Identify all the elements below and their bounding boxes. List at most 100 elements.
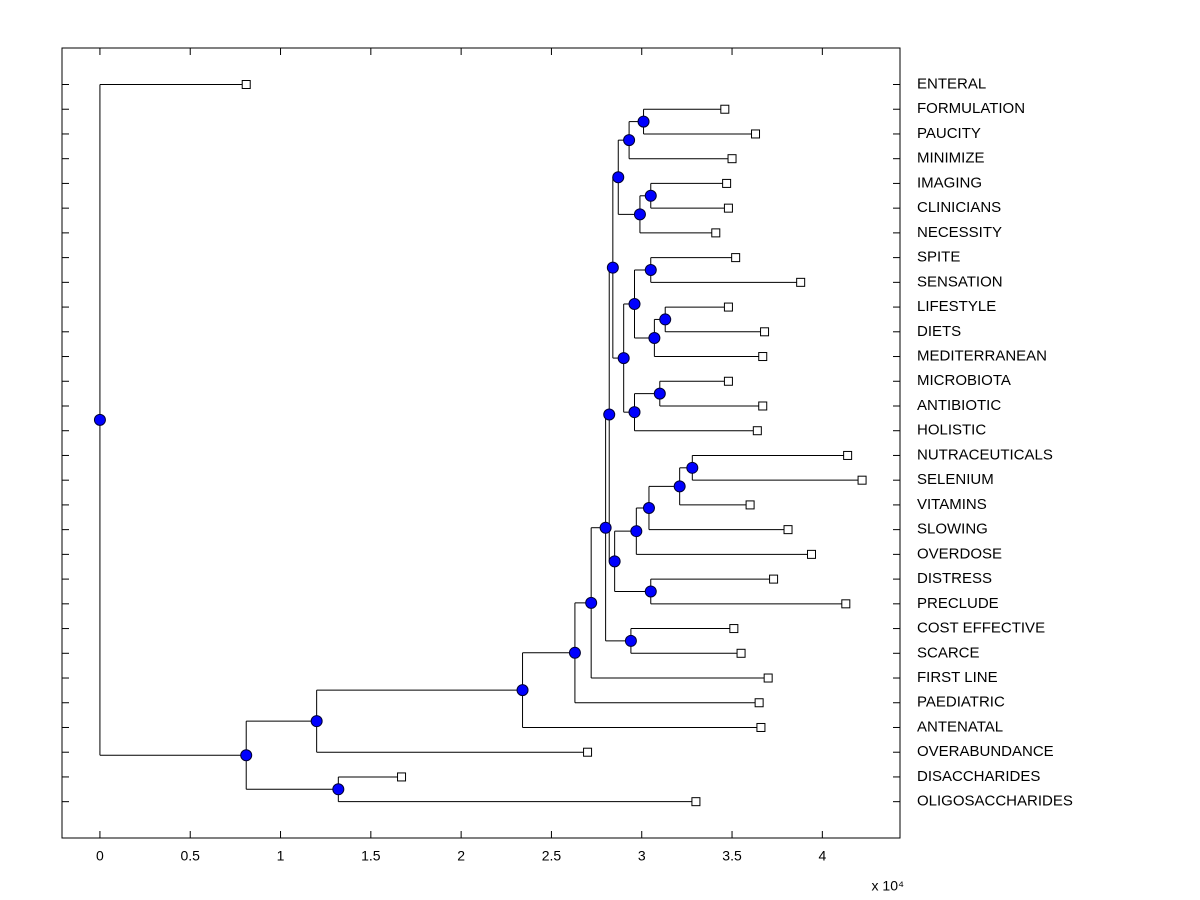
leaf-marker	[769, 574, 779, 584]
x-tick-label: 1.5	[361, 848, 381, 864]
leaf-marker	[691, 797, 701, 807]
node-marker	[585, 596, 598, 609]
node-marker	[644, 263, 657, 276]
leaf-label: DISTRESS	[917, 570, 992, 587]
leaf-marker	[857, 475, 867, 485]
leaf-marker	[758, 401, 768, 411]
x-tick-label: 1	[277, 848, 285, 864]
leaf-label: PRECLUDE	[917, 595, 999, 612]
leaf-label: FIRST LINE	[917, 669, 998, 686]
leaf-label: PAEDIATRIC	[917, 694, 1005, 711]
x-tick-label: 4	[818, 848, 826, 864]
node-marker	[603, 408, 616, 421]
leaf-marker	[729, 624, 739, 634]
leaf-marker	[723, 376, 733, 386]
leaf-marker	[722, 178, 732, 188]
node-marker	[644, 189, 657, 202]
leaf-label: FORMULATION	[917, 100, 1025, 117]
leaf-marker	[783, 525, 793, 535]
leaf-label: NECESSITY	[917, 224, 1002, 241]
node-marker	[93, 413, 106, 426]
leaf-marker	[752, 426, 762, 436]
leaf-label: CLINICIANS	[917, 199, 1001, 216]
leaf-label: VITAMINS	[917, 496, 987, 513]
plot-frame	[61, 47, 901, 839]
x-tick-label: 3.5	[722, 848, 742, 864]
node-marker	[516, 684, 529, 697]
leaf-marker	[807, 549, 817, 559]
node-marker	[617, 352, 630, 365]
leaf-label: SENSATION	[917, 273, 1003, 290]
node-marker	[310, 715, 323, 728]
x-tick-label: 0.5	[180, 848, 200, 864]
node-marker	[240, 749, 253, 762]
node-marker	[659, 313, 672, 326]
leaf-label: NUTRACEUTICALS	[917, 446, 1053, 463]
leaf-label: DISACCHARIDES	[917, 768, 1040, 785]
leaf-label: OLIGOSACCHARIDES	[917, 793, 1073, 810]
leaf-marker	[763, 673, 773, 683]
leaf-label: SPITE	[917, 249, 960, 266]
x-tick-label: 3	[638, 848, 646, 864]
leaf-marker	[751, 129, 761, 139]
leaf-label: ANTENATAL	[917, 718, 1003, 735]
x-tick-label: 2	[457, 848, 465, 864]
markers	[93, 80, 867, 807]
leaf-label: COST EFFECTIVE	[917, 620, 1045, 637]
node-marker	[633, 208, 646, 221]
leaf-marker	[583, 747, 593, 757]
node-marker	[644, 585, 657, 598]
node-marker	[630, 525, 643, 538]
leaf-marker	[397, 772, 407, 782]
leaf-label: OVERABUNDANCE	[917, 743, 1054, 760]
leaf-label: DIETS	[917, 323, 961, 340]
leaf-label: LIFESTYLE	[917, 298, 996, 315]
node-marker	[648, 331, 661, 344]
leaf-label: PAUCITY	[917, 125, 981, 142]
leaf-marker	[760, 327, 770, 337]
x-multiplier: x 10⁴	[872, 878, 904, 894]
leaf-marker	[841, 599, 851, 609]
leaf-marker	[241, 80, 251, 89]
node-marker	[606, 261, 619, 274]
node-marker	[686, 461, 699, 474]
node-marker	[624, 634, 637, 647]
leaf-label: SCARCE	[917, 644, 980, 661]
leaf-marker	[745, 500, 755, 510]
leaf-marker	[758, 352, 768, 362]
leaf-marker	[723, 302, 733, 312]
node-marker	[637, 115, 650, 128]
x-tick-label: 0	[96, 848, 104, 864]
leaf-label: SELENIUM	[917, 471, 994, 488]
leaf-marker	[711, 228, 721, 238]
node-marker	[608, 555, 621, 568]
node-marker	[599, 521, 612, 534]
leaf-label: ANTIBIOTIC	[917, 397, 1001, 414]
leaf-marker	[843, 450, 853, 460]
leaf-label: HOLISTIC	[917, 422, 986, 439]
leaf-label: MEDITERRANEAN	[917, 347, 1047, 364]
node-marker	[332, 783, 345, 796]
leaf-label: MICROBIOTA	[917, 372, 1011, 389]
node-marker	[653, 387, 666, 400]
leaf-marker	[754, 698, 764, 708]
node-marker	[623, 134, 636, 147]
leaf-label: MINIMIZE	[917, 150, 985, 167]
x-tick-label: 2.5	[542, 848, 562, 864]
leaf-label: SLOWING	[917, 521, 988, 538]
leaf-marker	[723, 203, 733, 213]
leaf-marker	[727, 154, 737, 164]
leaf-label: IMAGING	[917, 174, 982, 191]
node-marker	[612, 171, 625, 184]
node-marker	[628, 406, 641, 419]
node-marker	[673, 480, 686, 493]
leaf-marker	[736, 648, 746, 658]
node-marker	[568, 646, 581, 659]
leaf-marker	[756, 722, 766, 732]
leaf-marker	[731, 253, 741, 263]
node-marker	[642, 502, 655, 515]
node-marker	[628, 297, 641, 310]
